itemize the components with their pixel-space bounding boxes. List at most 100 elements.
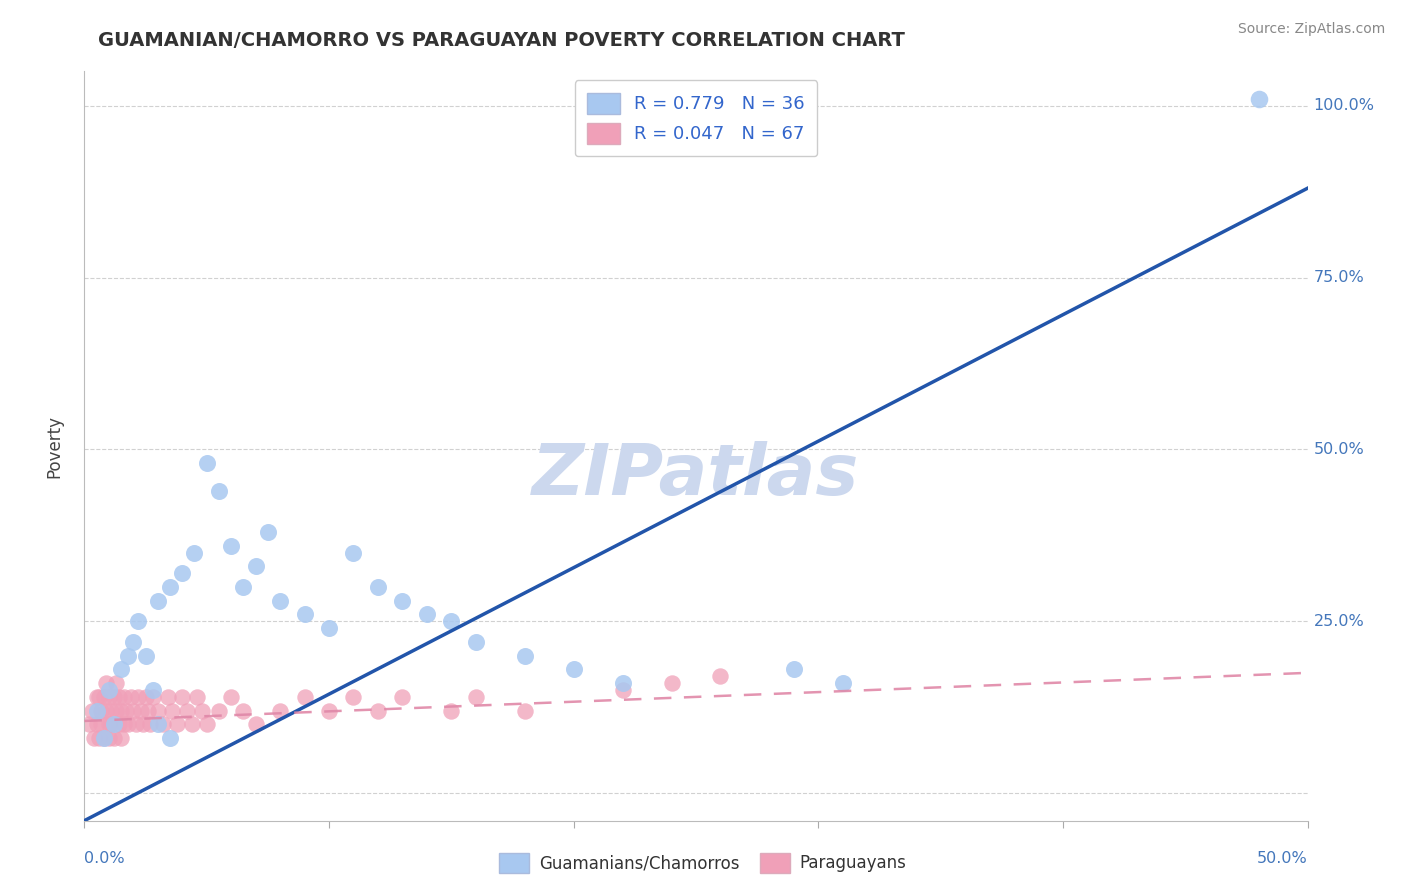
Point [440,704,463,718]
Point [127,690,149,704]
Point [166,717,188,731]
Point [96,704,118,718]
Point [122,635,145,649]
Text: 100.0%: 100.0% [1313,98,1375,113]
Point [103,690,125,704]
Point [562,662,585,676]
Point [612,683,634,698]
Point [80,704,103,718]
Text: 50.0%: 50.0% [1257,851,1308,865]
Point [181,717,204,731]
Point [391,593,413,607]
Point [125,717,148,731]
Point [232,704,254,718]
Point [142,690,165,704]
Point [97,717,120,731]
Point [245,559,267,574]
Point [100,717,122,731]
Point [139,717,162,731]
Point [176,704,198,718]
Point [100,704,122,718]
Point [93,690,115,704]
Point [87,690,110,704]
Point [219,690,242,704]
Point [464,635,486,649]
Point [103,731,125,746]
Point [159,731,181,746]
Point [783,662,806,676]
Point [86,717,108,731]
Point [146,593,169,607]
Point [93,731,115,746]
Point [120,690,142,704]
Text: Source: ZipAtlas.com: Source: ZipAtlas.com [1237,22,1385,37]
Point [661,676,683,690]
Point [367,580,389,594]
Point [1247,92,1270,106]
Point [136,704,159,718]
Point [146,704,169,718]
Point [132,717,155,731]
Point [232,580,254,594]
Point [156,690,179,704]
Point [117,648,139,663]
Legend: Guamanians/Chamorros, Paraguayans: Guamanians/Chamorros, Paraguayans [492,847,914,880]
Point [96,676,118,690]
Point [831,676,853,690]
Point [162,704,184,718]
Point [416,607,439,622]
Point [93,731,115,746]
Point [709,669,731,683]
Point [152,717,174,731]
Point [90,704,112,718]
Point [440,615,463,629]
Point [117,717,139,731]
Point [129,704,152,718]
Point [269,593,291,607]
Text: 75.0%: 75.0% [1313,270,1364,285]
Point [195,717,218,731]
Point [464,690,486,704]
Point [127,615,149,629]
Point [294,607,316,622]
Point [318,621,340,635]
Point [142,683,165,698]
Y-axis label: Poverty: Poverty [45,415,63,477]
Text: GUAMANIAN/CHAMORRO VS PARAGUAYAN POVERTY CORRELATION CHART: GUAMANIAN/CHAMORRO VS PARAGUAYAN POVERTY… [98,31,905,50]
Point [146,717,169,731]
Point [191,704,214,718]
Point [391,690,413,704]
Point [87,731,110,746]
Point [107,717,129,731]
Point [208,483,231,498]
Point [115,704,138,718]
Point [135,690,157,704]
Point [294,690,316,704]
Text: ZIPatlas: ZIPatlas [533,442,859,510]
Point [269,704,291,718]
Point [195,456,218,470]
Point [318,704,340,718]
Point [105,704,128,718]
Point [159,580,181,594]
Point [135,648,157,663]
Point [105,676,128,690]
Point [245,717,267,731]
Point [110,731,132,746]
Point [186,690,208,704]
Text: 25.0%: 25.0% [1313,614,1364,629]
Legend: R = 0.779   N = 36, R = 0.047   N = 67: R = 0.779 N = 36, R = 0.047 N = 67 [575,80,817,156]
Point [90,717,112,731]
Point [342,690,364,704]
Point [110,662,132,676]
Point [83,731,105,746]
Point [112,690,135,704]
Point [612,676,634,690]
Point [107,690,129,704]
Text: 50.0%: 50.0% [1313,442,1364,457]
Point [219,539,242,553]
Point [367,704,389,718]
Point [112,717,135,731]
Point [110,704,132,718]
Point [122,704,145,718]
